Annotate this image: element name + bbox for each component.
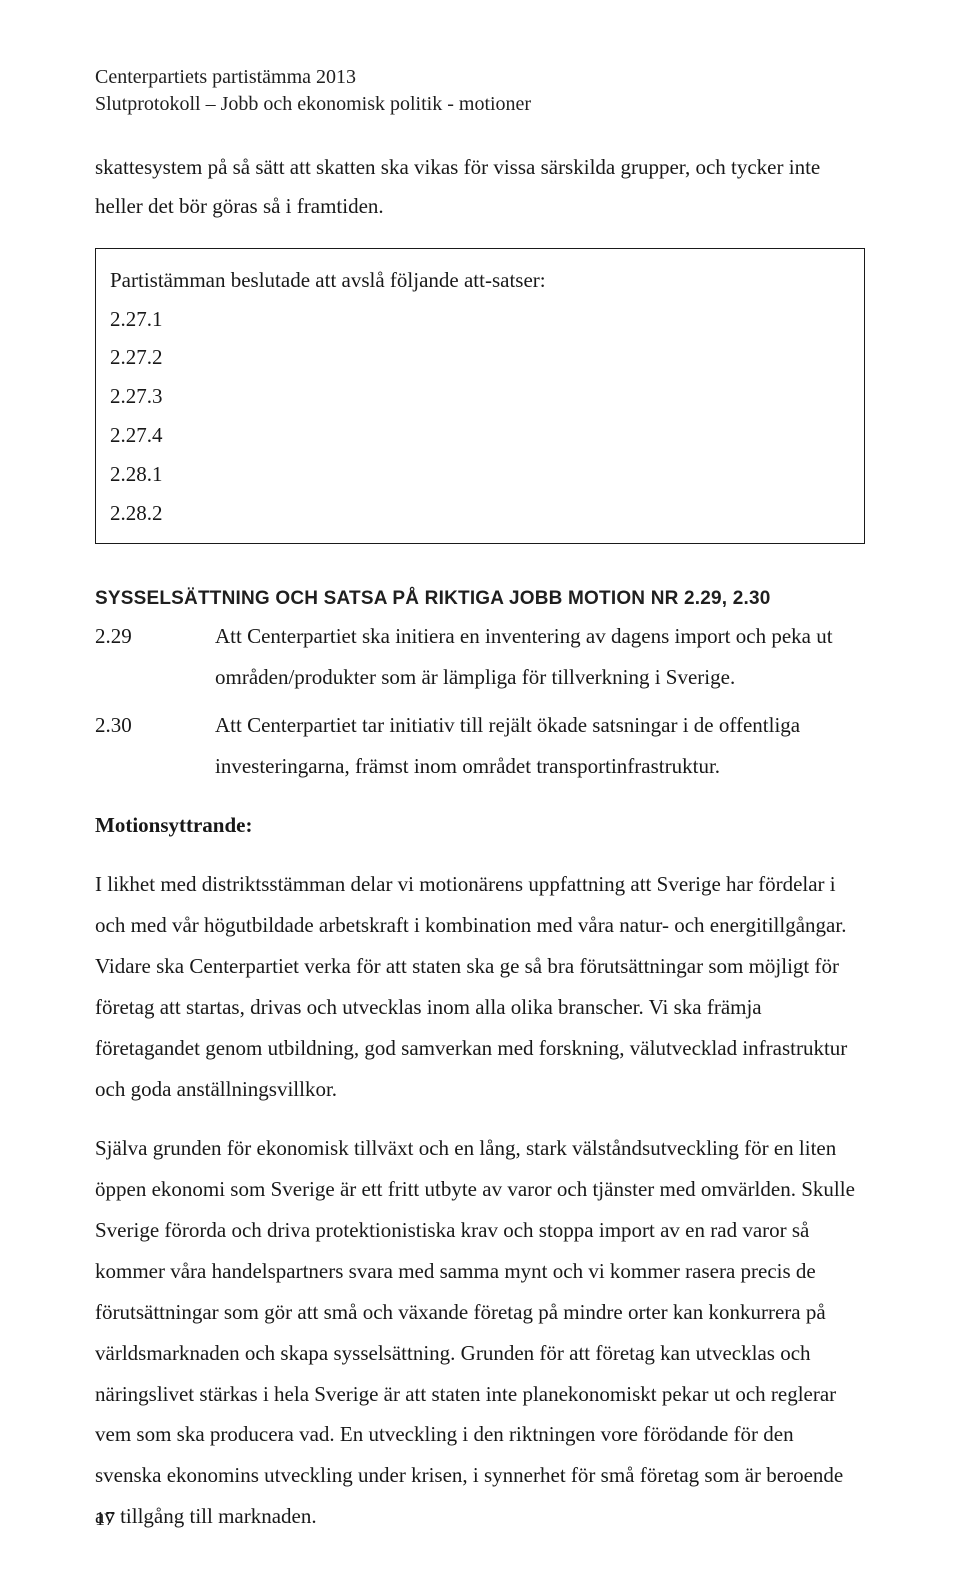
document-page: Centerpartiets partistämma 2013 Slutprot… [0,0,960,1577]
motion-number: 2.29 [95,616,215,698]
body-paragraph: Själva grunden för ekonomisk tillväxt oc… [95,1128,865,1537]
decision-item: 2.28.1 [110,455,850,494]
motion-row: 2.30 Att Centerpartiet tar initiativ til… [95,705,865,787]
header-line-2: Slutprotokoll – Jobb och ekonomisk polit… [95,91,865,118]
decision-title: Partistämman beslutade att avslå följand… [110,261,850,300]
motion-text: Att Centerpartiet ska initiera en invent… [215,616,865,698]
motion-number: 2.30 [95,705,215,787]
section-title: SYSSELSÄTTNING OCH SATSA PÅ RIKTIGA JOBB… [95,588,865,610]
decision-item: 2.27.4 [110,416,850,455]
intro-paragraph: skattesystem på så sätt att skatten ska … [95,148,865,226]
page-number: 17 [95,1508,115,1531]
decision-item: 2.27.3 [110,377,850,416]
decision-box: Partistämman beslutade att avslå följand… [95,248,865,544]
decision-item: 2.27.2 [110,338,850,377]
decision-item: 2.28.2 [110,494,850,533]
motion-statement-label: Motionsyttrande: [95,805,865,846]
body-paragraph: I likhet med distriktsstämman delar vi m… [95,864,865,1110]
decision-item: 2.27.1 [110,300,850,339]
motion-text: Att Centerpartiet tar initiativ till rej… [215,705,865,787]
header-line-1: Centerpartiets partistämma 2013 [95,64,865,91]
page-header: Centerpartiets partistämma 2013 Slutprot… [95,64,865,118]
motion-row: 2.29 Att Centerpartiet ska initiera en i… [95,616,865,698]
